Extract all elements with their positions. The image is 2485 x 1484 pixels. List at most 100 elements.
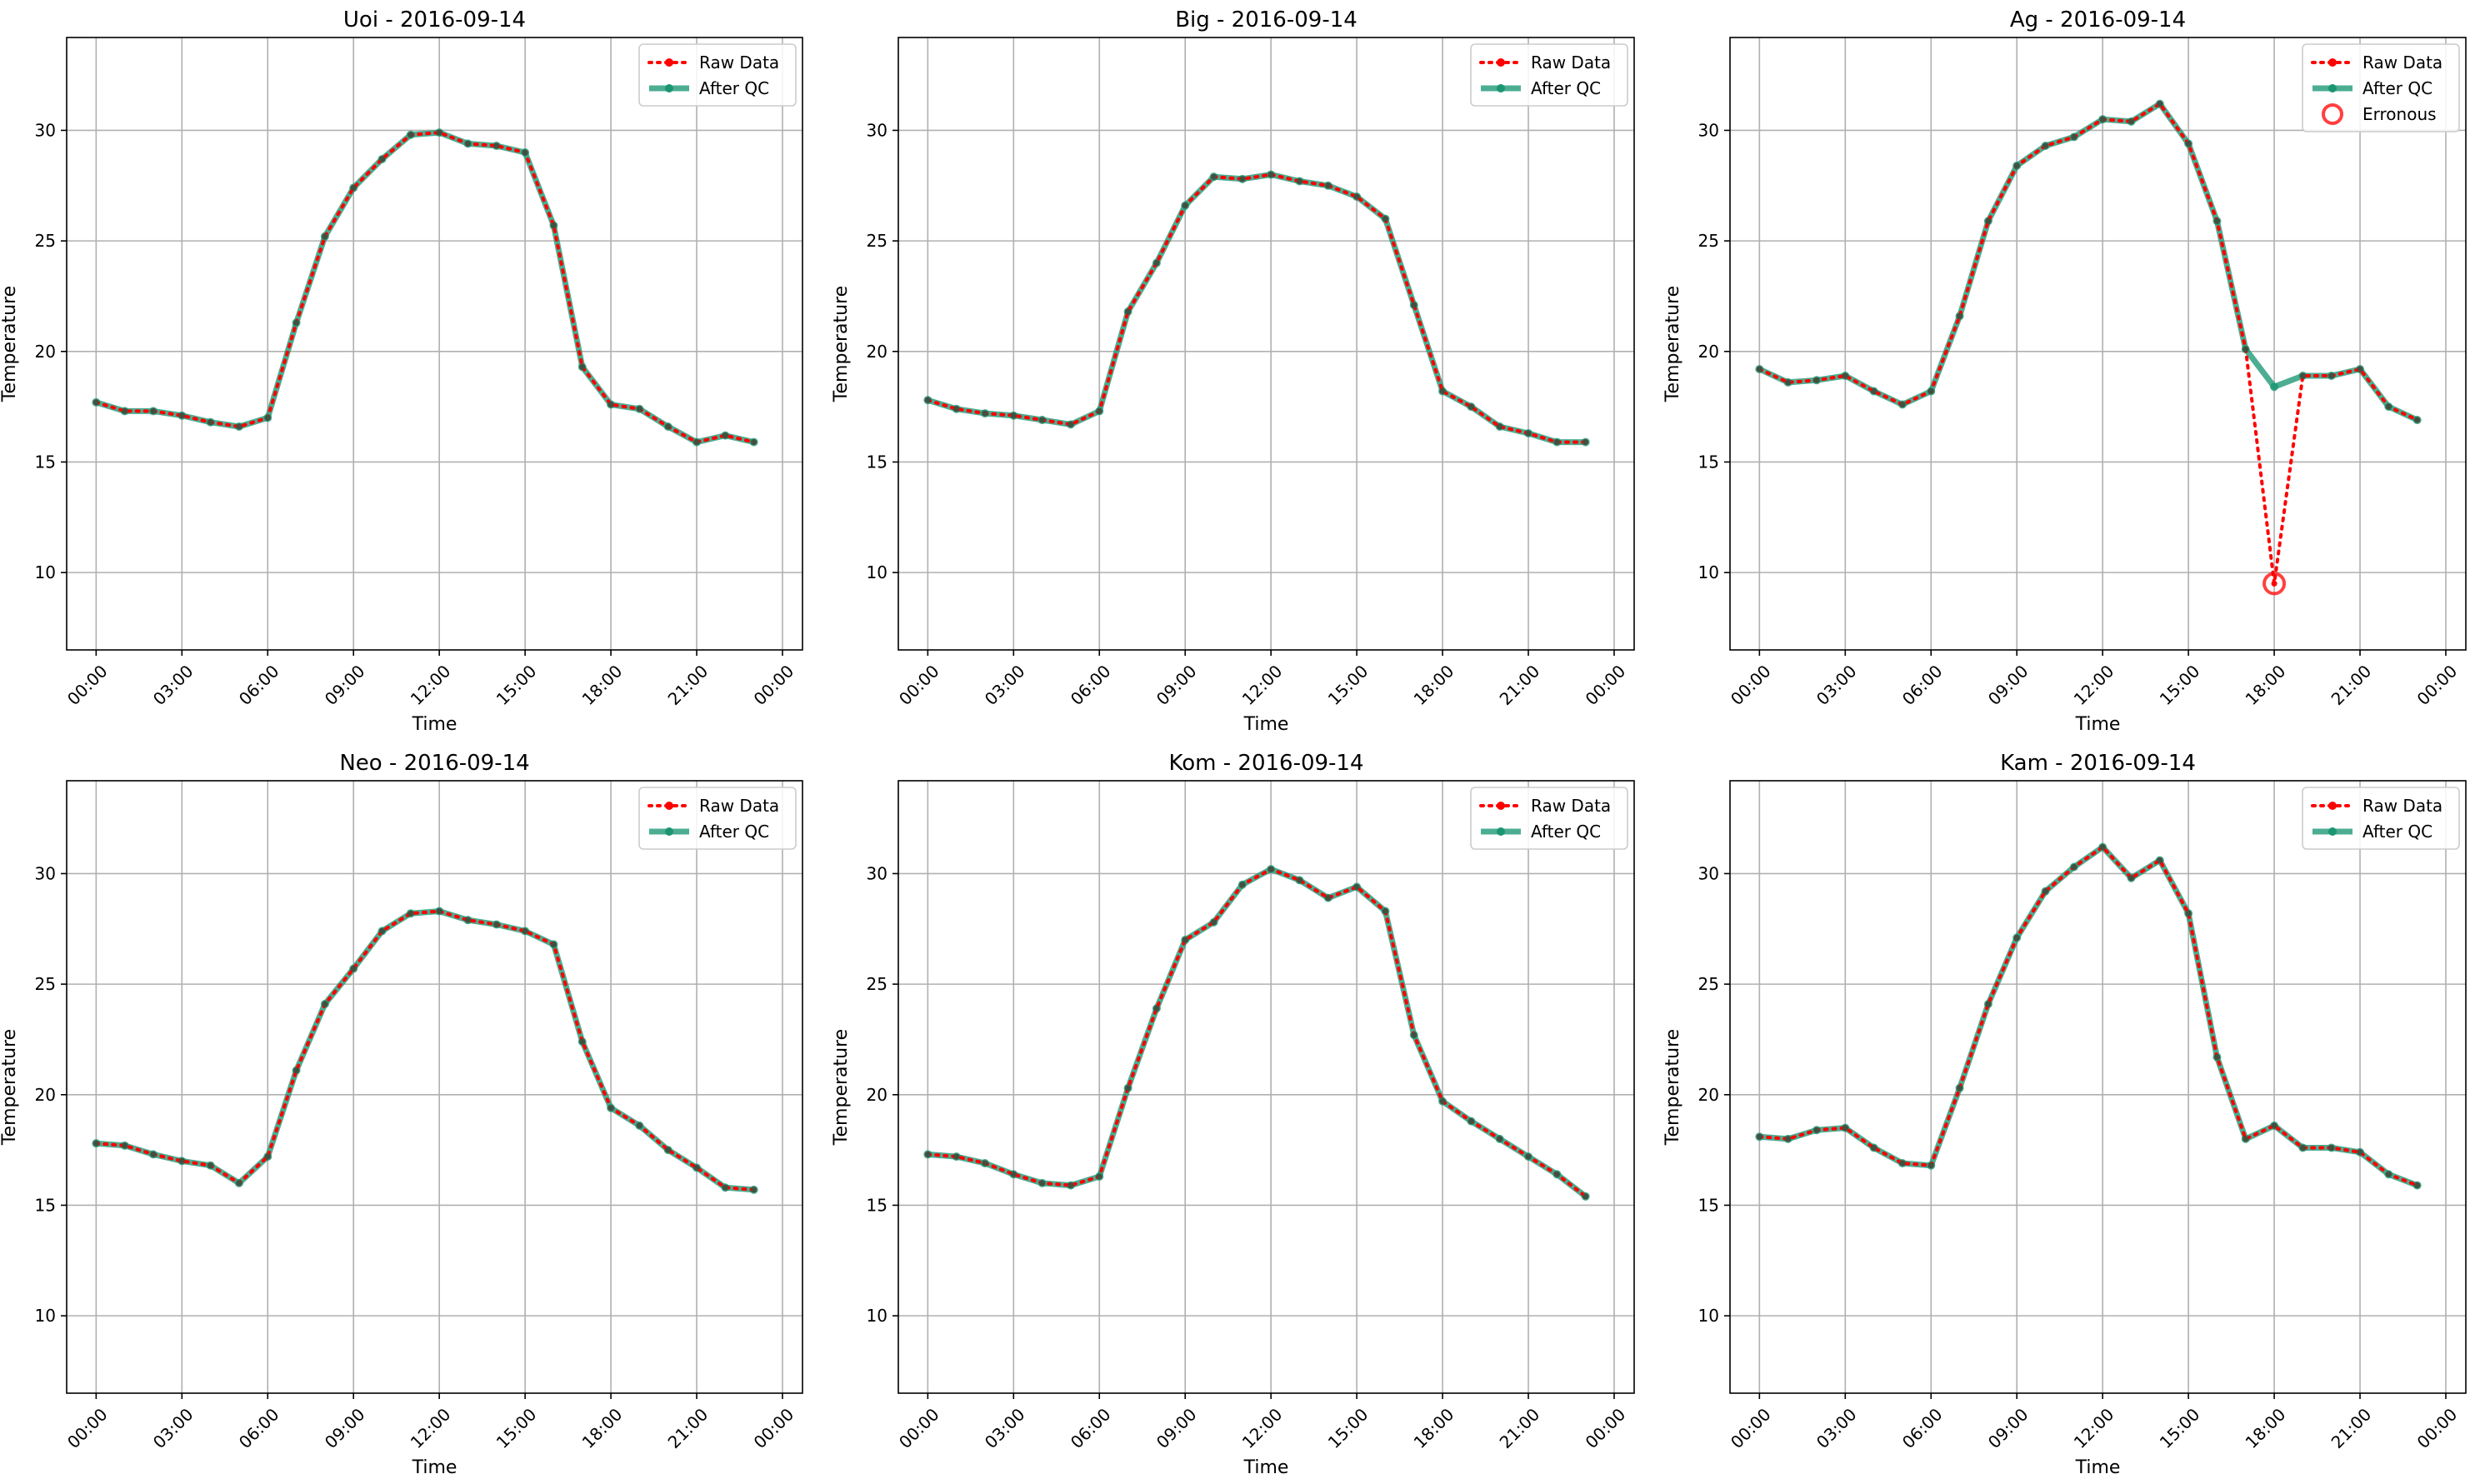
x-tick-label: 00:00 bbox=[2413, 1404, 2462, 1452]
legend: Raw Data After QC bbox=[638, 787, 797, 850]
subplot-title: Kom - 2016-09-14 bbox=[1169, 751, 1364, 776]
y-tick-label: 10 bbox=[1698, 562, 1719, 582]
overlap-point bbox=[436, 129, 442, 136]
overlap-point bbox=[379, 927, 386, 934]
overlap-point bbox=[579, 363, 586, 370]
overlap-point bbox=[1497, 1136, 1503, 1142]
x-tick-label: 12:00 bbox=[1238, 661, 1287, 709]
x-tick-label: 12:00 bbox=[407, 1404, 455, 1452]
overlap-point bbox=[2385, 403, 2392, 410]
legend-marker-raw-data bbox=[2328, 58, 2337, 67]
overlap-point bbox=[264, 414, 271, 421]
legend-label: After QC bbox=[2362, 822, 2432, 842]
overlap-point bbox=[122, 1142, 128, 1149]
overlap-point bbox=[493, 921, 500, 927]
overlap-point bbox=[379, 156, 386, 162]
overlap-point bbox=[636, 406, 642, 412]
plot-background bbox=[898, 781, 1634, 1393]
x-tick-label: 21:00 bbox=[664, 1404, 712, 1452]
legend-label: Raw Data bbox=[1531, 52, 1611, 72]
overlap-point bbox=[178, 412, 185, 419]
y-tick-label: 10 bbox=[35, 562, 56, 582]
series-line-raw-data bbox=[94, 131, 756, 444]
overlap-point bbox=[1756, 366, 1762, 372]
x-tick-label: 18:00 bbox=[578, 661, 627, 709]
overlap-point bbox=[1957, 312, 1963, 319]
legend-marker-raw-data bbox=[665, 58, 673, 67]
plot-series bbox=[92, 907, 758, 1194]
overlap-point bbox=[408, 910, 414, 917]
overlap-point bbox=[1468, 1118, 1474, 1125]
series-line-raw-data bbox=[926, 172, 1588, 444]
overlap-point bbox=[2414, 417, 2421, 423]
x-axis-label: Time bbox=[1243, 714, 1289, 735]
x-tick-label: 18:00 bbox=[1410, 1404, 1458, 1452]
x-tick-label: 21:00 bbox=[2328, 1404, 2376, 1452]
y-tick-label: 20 bbox=[1698, 1085, 1719, 1105]
overlap-point bbox=[408, 132, 414, 138]
x-tick-label: 18:00 bbox=[578, 1404, 627, 1452]
subplot-5: 10 15 20 25 30 00:00 03:00 06:00 09:00 12:00 15:00… bbox=[1662, 751, 2467, 1478]
series-line-raw-data bbox=[1758, 845, 2419, 1187]
overlap-point bbox=[1096, 1173, 1102, 1180]
overlap-point bbox=[1239, 882, 1246, 888]
overlap-point bbox=[953, 406, 960, 412]
plot-series bbox=[1755, 842, 2422, 1190]
overlap-point bbox=[1068, 421, 1074, 427]
overlap-point bbox=[579, 1038, 586, 1045]
overlap-point bbox=[2328, 1144, 2335, 1151]
x-tick-label: 00:00 bbox=[750, 1404, 798, 1452]
overlap-point bbox=[1439, 388, 1446, 395]
overlap-point bbox=[2299, 372, 2306, 379]
overlap-point bbox=[1582, 1193, 1589, 1200]
axes-frame bbox=[1729, 37, 2467, 651]
x-axis-label: Time bbox=[412, 714, 458, 735]
legend-label: After QC bbox=[699, 822, 769, 842]
overlap-point bbox=[92, 1140, 99, 1147]
x-axis-label: Time bbox=[2075, 714, 2121, 735]
overlap-point bbox=[1985, 217, 1992, 224]
overlap-point bbox=[1239, 176, 1246, 182]
legend-marker-after-qc bbox=[2328, 84, 2337, 92]
overlap-point bbox=[953, 1153, 960, 1160]
legend-marker-raw-data bbox=[665, 802, 673, 810]
x-tick-label: 21:00 bbox=[1496, 1404, 1544, 1452]
plot-background bbox=[898, 37, 1634, 650]
subplot-0: 10 15 20 25 30 00:00 03:00 06:00 09:00 12:00 15:00… bbox=[0, 7, 803, 735]
axes-frame bbox=[66, 780, 803, 1394]
legend: Raw Data After QC bbox=[638, 43, 797, 107]
x-tick-label: 18:00 bbox=[2242, 661, 2290, 709]
overlap-point bbox=[1899, 401, 1906, 407]
y-tick-label: 20 bbox=[35, 1085, 56, 1105]
y-tick-label: 10 bbox=[867, 1306, 888, 1326]
overlap-point bbox=[1957, 1085, 1963, 1092]
overlap-point bbox=[522, 927, 528, 934]
y-tick-label: 15 bbox=[1698, 1195, 1719, 1215]
legend: Raw Data After QC bbox=[2302, 787, 2460, 850]
subplot-title: Neo - 2016-09-14 bbox=[339, 751, 529, 776]
x-tick-label: 00:00 bbox=[1582, 1404, 1630, 1452]
x-tick-label: 03:00 bbox=[149, 661, 198, 709]
legend-marker-raw-data bbox=[1497, 58, 1505, 67]
overlap-point bbox=[178, 1157, 185, 1164]
overlap-point bbox=[1039, 417, 1046, 423]
subplot-2: 10 15 20 25 30 00:00 03:00 06:00 09:00 12:00 15:00… bbox=[1662, 7, 2467, 735]
overlap-point bbox=[2185, 910, 2192, 917]
overlap-point bbox=[464, 140, 471, 147]
overlap-point bbox=[636, 1122, 642, 1129]
plot-background bbox=[67, 37, 802, 650]
axes-frame bbox=[898, 37, 1635, 651]
overlap-point bbox=[665, 1147, 672, 1153]
y-axis-label: Temperature bbox=[1662, 1029, 1683, 1146]
overlap-point bbox=[1353, 193, 1360, 200]
x-tick-label: 00:00 bbox=[2413, 661, 2462, 709]
overlap-point bbox=[122, 407, 128, 414]
x-tick-label: 18:00 bbox=[1410, 661, 1458, 709]
y-tick-label: 30 bbox=[35, 120, 56, 140]
overlap-point bbox=[208, 1162, 214, 1169]
y-tick-label: 20 bbox=[867, 342, 888, 362]
overlap-point bbox=[1096, 407, 1102, 414]
legend-marker-after-qc bbox=[2328, 827, 2337, 836]
y-tick-label: 25 bbox=[1698, 974, 1719, 994]
